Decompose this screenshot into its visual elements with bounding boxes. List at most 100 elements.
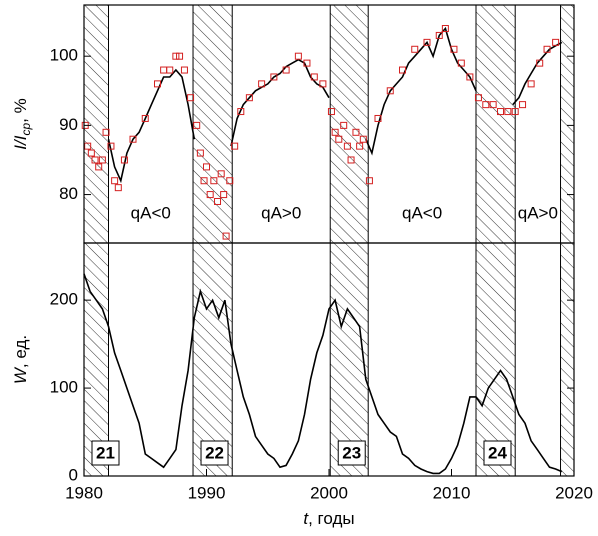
- data-point: [365, 177, 373, 185]
- data-point: [270, 73, 278, 81]
- data-point: [129, 135, 137, 143]
- shaded-period: [475, 242, 516, 477]
- shaded-period: [83, 4, 109, 244]
- data-point: [504, 108, 512, 116]
- data-point: [176, 52, 184, 60]
- shaded-period: [475, 4, 516, 244]
- data-point: [527, 80, 535, 88]
- data-point: [141, 114, 149, 122]
- y-tick-label: 100: [50, 46, 78, 65]
- y-tick-label: 80: [59, 184, 78, 203]
- y-axis-label: I/Iср, %: [11, 98, 33, 149]
- data-point: [166, 66, 174, 74]
- data-point: [120, 156, 128, 164]
- data-point: [511, 108, 519, 116]
- data-point: [203, 163, 210, 171]
- data-point: [226, 177, 234, 185]
- data-point: [154, 80, 161, 88]
- cycle-label: 23: [342, 443, 361, 462]
- data-point: [91, 156, 99, 164]
- data-point: [411, 45, 419, 53]
- data-point: [450, 45, 458, 53]
- y-tick-label: 200: [50, 290, 78, 309]
- data-point: [435, 31, 443, 39]
- data-point: [193, 121, 201, 129]
- data-point: [519, 101, 527, 109]
- data-point: [222, 232, 230, 240]
- data-point: [497, 108, 504, 116]
- data-line: [107, 26, 563, 184]
- x-tick-label: 2010: [433, 483, 471, 502]
- y-label-unit: , ед.: [11, 335, 30, 368]
- data-point: [319, 80, 327, 88]
- y-tick-label: 100: [50, 378, 78, 397]
- shaded-period: [560, 4, 575, 244]
- cycle-label: 24: [488, 443, 507, 462]
- data-point: [386, 87, 394, 95]
- cycle-label-box: [337, 440, 366, 466]
- y-label-unit: , %: [11, 98, 30, 123]
- data-point: [489, 101, 497, 109]
- x-tick-label: 1990: [188, 483, 226, 502]
- data-point: [160, 66, 168, 74]
- shaded-period: [560, 242, 575, 477]
- data-point: [340, 121, 348, 129]
- data-point: [245, 94, 253, 102]
- data-point: [220, 191, 228, 199]
- data-point: [399, 66, 406, 74]
- cycle-label-box: [483, 440, 512, 466]
- data-line: [83, 273, 563, 475]
- data-point: [327, 108, 335, 116]
- data-point: [543, 45, 551, 53]
- data-point: [331, 128, 339, 136]
- annotation: qA<0: [402, 203, 442, 222]
- y-label-var: W: [11, 366, 30, 384]
- data-point: [552, 38, 560, 46]
- data-point: [374, 114, 382, 122]
- data-point: [98, 156, 106, 164]
- data-point: [187, 94, 195, 102]
- data-point: [214, 197, 222, 205]
- data-point: [359, 135, 367, 143]
- y-axis-label: W, ед.: [11, 335, 30, 384]
- x-tick-label: 2000: [310, 483, 348, 502]
- y-label-var: I/I: [11, 135, 30, 149]
- shaded-period: [83, 242, 109, 477]
- data-point: [102, 128, 110, 136]
- data-point: [303, 59, 311, 67]
- x-label-unit: , годы: [308, 509, 355, 528]
- shaded-period: [329, 4, 369, 244]
- data-point: [200, 177, 208, 185]
- y-tick-label: 90: [59, 115, 78, 134]
- data-point: [111, 177, 119, 185]
- cycle-label-box: [200, 440, 229, 466]
- data-point: [210, 177, 218, 185]
- data-point: [114, 184, 122, 192]
- data-point: [474, 94, 482, 102]
- data-point: [347, 156, 355, 164]
- x-tick-label: 1980: [65, 483, 103, 502]
- data-point: [206, 191, 214, 199]
- data-point: [180, 66, 188, 74]
- x-tick-label: 2020: [555, 483, 593, 502]
- data-point: [356, 142, 364, 150]
- data-point: [423, 38, 431, 46]
- data-point: [335, 135, 343, 143]
- cycle-label: 21: [96, 443, 115, 462]
- data-point: [310, 73, 318, 81]
- data-point: [482, 101, 490, 109]
- cycle-label: 22: [205, 443, 224, 462]
- data-point: [343, 142, 351, 150]
- shaded-period: [192, 242, 233, 477]
- x-axis-label: t, годы: [303, 509, 354, 528]
- cycle-label-box: [91, 440, 120, 466]
- data-point: [258, 80, 266, 88]
- x-label-var: t: [303, 509, 309, 528]
- data-point: [84, 142, 92, 150]
- data-point: [441, 25, 449, 33]
- data-point: [282, 66, 290, 74]
- data-point: [457, 59, 465, 67]
- data-point: [294, 52, 302, 60]
- annotation: qA>0: [518, 203, 558, 222]
